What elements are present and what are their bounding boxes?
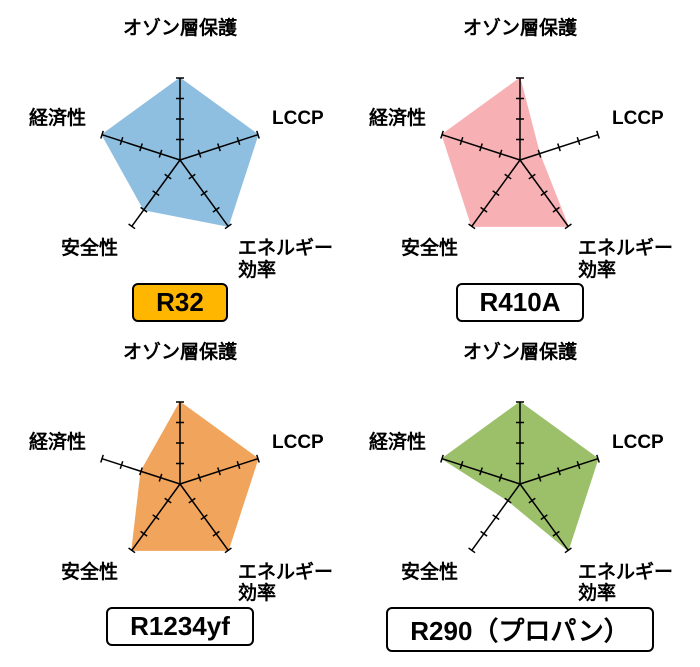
axis-label: 経済性 [369, 108, 426, 130]
axis-label: 経済性 [369, 432, 426, 454]
radar-chart-r410a: オゾン層保護 LCCP エネルギー効率 安全性 経済性 [350, 10, 690, 285]
axis-label: 安全性 [61, 238, 118, 260]
axis-label: LCCP [272, 108, 324, 130]
radar-chart-r290: オゾン層保護 LCCP エネルギー効率 安全性 経済性 [350, 334, 690, 609]
radar-cell-r290: オゾン層保護 LCCP エネルギー効率 安全性 経済性 R290（プロパン） [350, 334, 690, 658]
axis-label: LCCP [612, 108, 664, 130]
axis-label: オゾン層保護 [463, 18, 577, 40]
axis-label: 安全性 [401, 238, 458, 260]
chart-title-r290: R290（プロパン） [386, 607, 653, 652]
axis-label: エネルギー効率 [238, 238, 333, 282]
axis-label: オゾン層保護 [123, 342, 237, 364]
axis-label: 安全性 [401, 562, 458, 584]
axis-label: 安全性 [61, 562, 118, 584]
axis-label: 経済性 [29, 432, 86, 454]
chart-title-r410a: R410A [456, 283, 585, 322]
axis-label: エネルギー効率 [578, 562, 673, 606]
axis-label: オゾン層保護 [463, 342, 577, 364]
axis-label: 経済性 [29, 108, 86, 130]
axis-label: エネルギー効率 [238, 562, 333, 606]
axis-label: エネルギー効率 [578, 238, 673, 282]
chart-title-r32: R32 [132, 283, 228, 322]
radar-chart-r1234yf: オゾン層保護 LCCP エネルギー効率 安全性 経済性 [10, 334, 350, 609]
axis-label: オゾン層保護 [123, 18, 237, 40]
radar-cell-r32: オゾン層保護 LCCP エネルギー効率 安全性 経済性 R32 [10, 10, 350, 334]
radar-chart-r32: オゾン層保護 LCCP エネルギー効率 安全性 経済性 [10, 10, 350, 285]
axis-label: LCCP [612, 432, 664, 454]
radar-cell-r410a: オゾン層保護 LCCP エネルギー効率 安全性 経済性 R410A [350, 10, 690, 334]
axis-label: LCCP [272, 432, 324, 454]
radar-cell-r1234yf: オゾン層保護 LCCP エネルギー効率 安全性 経済性 R1234yf [10, 334, 350, 658]
chart-title-r1234yf: R1234yf [106, 607, 254, 646]
